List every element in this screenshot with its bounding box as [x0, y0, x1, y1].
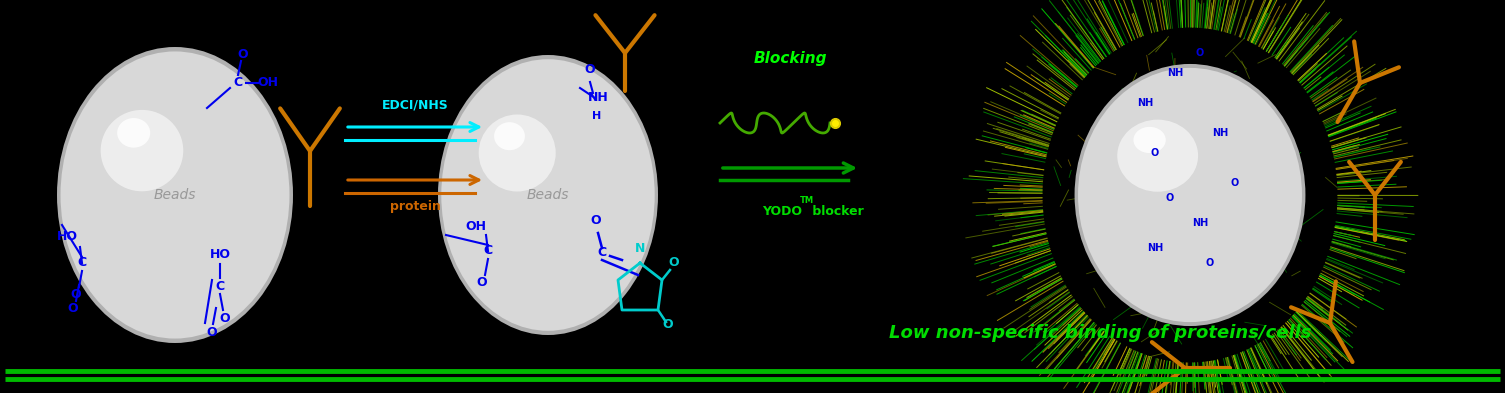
Ellipse shape [117, 118, 150, 148]
Text: NH: NH [1166, 68, 1183, 78]
Text: blocker: blocker [808, 205, 864, 218]
Ellipse shape [479, 114, 555, 191]
Text: H: H [593, 111, 602, 121]
Text: HO: HO [57, 231, 77, 244]
Ellipse shape [441, 59, 655, 331]
Text: C: C [233, 77, 242, 90]
Text: NH: NH [1147, 243, 1163, 253]
Text: NH: NH [1212, 128, 1228, 138]
Text: O: O [238, 48, 248, 61]
Ellipse shape [1117, 119, 1198, 192]
Text: TM: TM [801, 196, 814, 205]
Text: O: O [68, 301, 78, 314]
Text: NH: NH [587, 91, 608, 104]
Text: N: N [635, 242, 646, 255]
Text: O: O [1206, 258, 1215, 268]
Text: O: O [477, 277, 488, 290]
Text: protein: protein [390, 200, 441, 213]
Text: NH: NH [1136, 98, 1153, 108]
Text: O: O [662, 318, 673, 331]
Text: O: O [1166, 193, 1174, 203]
Text: O: O [1231, 178, 1239, 188]
Text: Beads: Beads [154, 188, 196, 202]
Text: YODO: YODO [762, 205, 802, 218]
Text: NH: NH [1192, 218, 1209, 228]
Text: O: O [590, 214, 602, 227]
Text: O: O [71, 288, 81, 301]
Ellipse shape [57, 47, 293, 343]
Text: C: C [77, 257, 87, 270]
Text: OH: OH [465, 220, 486, 233]
Text: C: C [215, 279, 224, 292]
Ellipse shape [494, 122, 525, 150]
Text: C: C [597, 246, 607, 259]
Ellipse shape [1075, 64, 1305, 326]
Text: O: O [220, 312, 230, 325]
Text: C: C [483, 244, 492, 257]
Text: Blocking: Blocking [752, 51, 826, 66]
Text: O: O [206, 325, 217, 338]
Text: Low non-specific binding of proteins/cells: Low non-specific binding of proteins/cel… [889, 324, 1311, 342]
Ellipse shape [1078, 68, 1302, 322]
Text: O: O [668, 256, 679, 269]
Ellipse shape [438, 55, 658, 335]
Text: EDCI/NHS: EDCI/NHS [382, 99, 448, 112]
Ellipse shape [1133, 127, 1166, 153]
Text: Beads: Beads [527, 188, 569, 202]
Text: O: O [1151, 148, 1159, 158]
Ellipse shape [101, 110, 184, 191]
Text: O: O [584, 63, 596, 76]
Text: HO: HO [209, 248, 230, 261]
Text: OH: OH [257, 77, 278, 90]
Ellipse shape [60, 51, 289, 338]
Text: O: O [1196, 48, 1204, 58]
